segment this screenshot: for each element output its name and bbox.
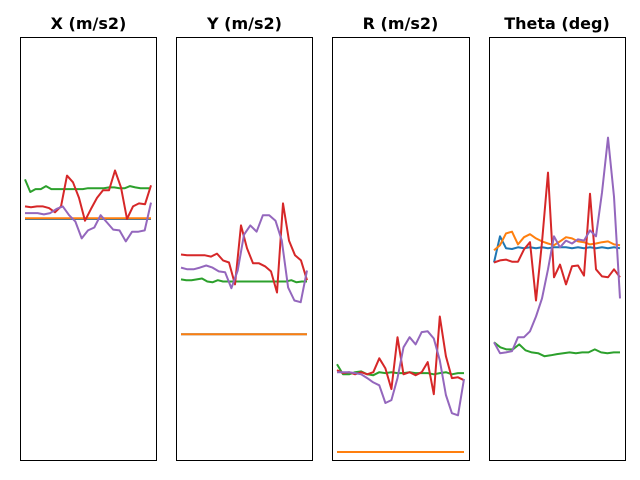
subplot-theta-title: Theta (deg)	[504, 14, 610, 33]
subplot-y-lines	[180, 202, 308, 336]
subplot-theta-lines	[493, 136, 621, 358]
subplot-x-lines	[24, 169, 152, 243]
subplot-theta-frame	[489, 37, 626, 461]
subplot-r-title: R (m/s2)	[363, 14, 439, 33]
subplot-theta-series-4-line	[493, 171, 621, 302]
subplot-x-series-5-line	[25, 202, 152, 243]
subplot-theta-series-5-line	[493, 136, 621, 355]
subplot-x-series-3-line	[24, 179, 151, 193]
subplot-y-series-5-line	[180, 214, 308, 304]
subplot-theta: Theta (deg)	[489, 14, 626, 461]
subplot-r-series-5-line	[337, 330, 465, 417]
subplot-theta-series-3-line	[493, 341, 620, 358]
subplot-y-frame	[176, 37, 313, 461]
subplot-r-lines	[336, 315, 465, 453]
subplot-x-series-4-line	[24, 169, 152, 222]
subplot-x-title: X (m/s2)	[51, 14, 127, 33]
subplot-theta-series-1-line	[493, 235, 621, 263]
subplot-x: X (m/s2)	[20, 14, 157, 461]
subplot-y-series-3-line	[180, 277, 307, 284]
subplot-x-frame	[20, 37, 157, 461]
subplot-r-series-4-line	[336, 315, 465, 396]
subplot-r: R (m/s2)	[332, 14, 470, 461]
subplot-r-frame	[332, 37, 470, 461]
subplot-y-title: Y (m/s2)	[206, 14, 282, 33]
subplot-y: Y (m/s2)	[176, 14, 313, 461]
